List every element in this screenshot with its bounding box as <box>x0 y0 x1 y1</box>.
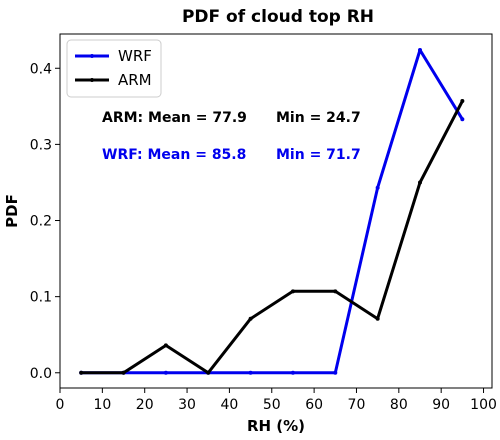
annotation-wrf-min: Min = 71.7 <box>276 147 361 163</box>
y-axis-label: PDF <box>3 194 21 228</box>
x-tick-label-0: 0 <box>56 397 65 413</box>
data-point-arm-6 <box>333 289 338 294</box>
x-axis-label: RH (%) <box>247 417 305 435</box>
data-point-wrf-4 <box>248 370 253 375</box>
data-point-wrf-9 <box>460 117 465 122</box>
x-tick-label-8: 80 <box>390 397 408 413</box>
data-point-arm-4 <box>248 316 253 321</box>
legend-marker-wrf <box>90 54 94 58</box>
data-point-wrf-8 <box>418 47 422 52</box>
x-tick-label-4: 40 <box>220 397 238 413</box>
data-point-arm-2 <box>163 343 168 348</box>
x-tick-label-1: 10 <box>93 397 111 413</box>
data-point-arm-0 <box>79 370 84 375</box>
legend: WRF ARM <box>66 39 162 98</box>
data-point-arm-5 <box>290 289 295 294</box>
legend-label-wrf: WRF <box>118 47 152 65</box>
axis-ticks: 0 10 20 30 40 50 60 70 80 90 100 0.0 0.1 0.2 0.3 0.4 <box>30 61 497 413</box>
data-point-wrf-5 <box>290 370 295 375</box>
x-tick-label-7: 70 <box>348 397 366 413</box>
data-point-arm-1 <box>121 370 126 375</box>
legend-marker-arm <box>90 78 94 82</box>
x-tick-label-3: 30 <box>178 397 196 413</box>
y-tick-label-0: 0.0 <box>30 366 52 382</box>
x-tick-label-6: 60 <box>305 397 323 413</box>
legend-box <box>66 39 162 98</box>
plot-frame <box>59 33 493 389</box>
series-line-wrf <box>81 48 464 375</box>
annotation-wrf-mean: WRF: Mean = 85.8 <box>102 147 246 163</box>
x-tick-label-10: 100 <box>470 397 497 413</box>
y-tick-label-3: 0.3 <box>30 137 52 153</box>
chart-title: PDF of cloud top RH <box>182 7 374 27</box>
y-tick-label-1: 0.1 <box>30 290 52 306</box>
data-point-wrf-7 <box>375 185 380 190</box>
series-layer <box>79 47 465 375</box>
data-point-wrf-6 <box>333 370 338 375</box>
data-point-arm-9 <box>460 98 465 103</box>
x-tick-label-5: 50 <box>263 397 281 413</box>
data-point-arm-7 <box>375 316 380 321</box>
x-tick-label-2: 20 <box>136 397 154 413</box>
data-point-arm-3 <box>206 370 211 375</box>
y-tick-label-2: 0.2 <box>30 214 52 230</box>
x-tick-label-9: 90 <box>432 397 450 413</box>
annotation-arm-min: Min = 24.7 <box>276 110 361 126</box>
data-point-arm-8 <box>418 180 422 185</box>
y-tick-label-4: 0.4 <box>30 61 52 77</box>
data-point-wrf-2 <box>163 370 168 375</box>
annotation-arm-mean: ARM: Mean = 77.9 <box>102 110 247 126</box>
legend-label-arm: ARM <box>118 71 152 89</box>
series-line-arm <box>81 100 464 375</box>
